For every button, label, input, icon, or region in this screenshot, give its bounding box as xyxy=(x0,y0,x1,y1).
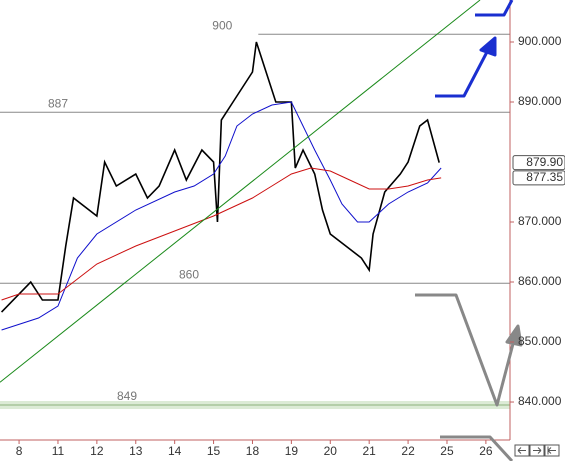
y-tick-label: 860.000 xyxy=(518,274,562,288)
scroll-icons xyxy=(517,446,556,455)
blue-arrow-top xyxy=(475,0,514,17)
x-tick-label: 15 xyxy=(207,444,221,458)
x-tick-label: 14 xyxy=(168,444,182,458)
x-tick-label: 20 xyxy=(324,444,338,458)
indicator-line xyxy=(0,0,481,383)
scroll-buttons xyxy=(514,444,560,457)
x-tick-label: 8 xyxy=(16,444,23,458)
price-tag xyxy=(512,170,565,186)
indicator-line xyxy=(1,101,442,331)
y-tick-label: 850.000 xyxy=(518,334,562,348)
scroll-left[interactable] xyxy=(514,444,530,457)
price-tag-label: 877.35 xyxy=(526,170,563,184)
x-tick-label: 26 xyxy=(479,444,493,458)
y-tick-label: 890.000 xyxy=(518,94,562,108)
y-tick-label: 900.000 xyxy=(518,34,562,48)
x-tick-label: 22 xyxy=(401,444,415,458)
grey-arrow-bottom xyxy=(440,435,514,461)
x-tick-label: 12 xyxy=(90,444,104,458)
indicator-line xyxy=(1,167,442,301)
x-tick-label: 18 xyxy=(246,444,260,458)
grey-arrow xyxy=(415,293,516,407)
level-label: 849 xyxy=(117,389,137,403)
plot-area xyxy=(0,0,510,410)
blue-arrow xyxy=(435,49,490,98)
x-tick-label: 25 xyxy=(440,444,454,458)
annotation-arrows xyxy=(415,0,523,461)
scroll-right[interactable] xyxy=(529,444,545,457)
x-tick-label: 19 xyxy=(285,444,299,458)
price-line xyxy=(0,41,440,313)
blue-arrowhead xyxy=(479,36,497,57)
scroll-end[interactable] xyxy=(544,444,560,457)
level-label: 887 xyxy=(48,96,68,110)
price-tag-label: 879.90 xyxy=(526,155,563,169)
x-tick-label: 11 xyxy=(52,444,65,458)
grey-arrowhead xyxy=(505,324,523,347)
x-tick-label: 21 xyxy=(362,444,376,458)
x-tick-label: 13 xyxy=(129,444,143,458)
level-label: 860 xyxy=(179,267,199,281)
y-tick-label: 840.000 xyxy=(518,394,562,408)
level-label: 900 xyxy=(212,18,232,32)
y-tick-label: 870.000 xyxy=(518,214,562,228)
price-tag xyxy=(512,155,565,171)
